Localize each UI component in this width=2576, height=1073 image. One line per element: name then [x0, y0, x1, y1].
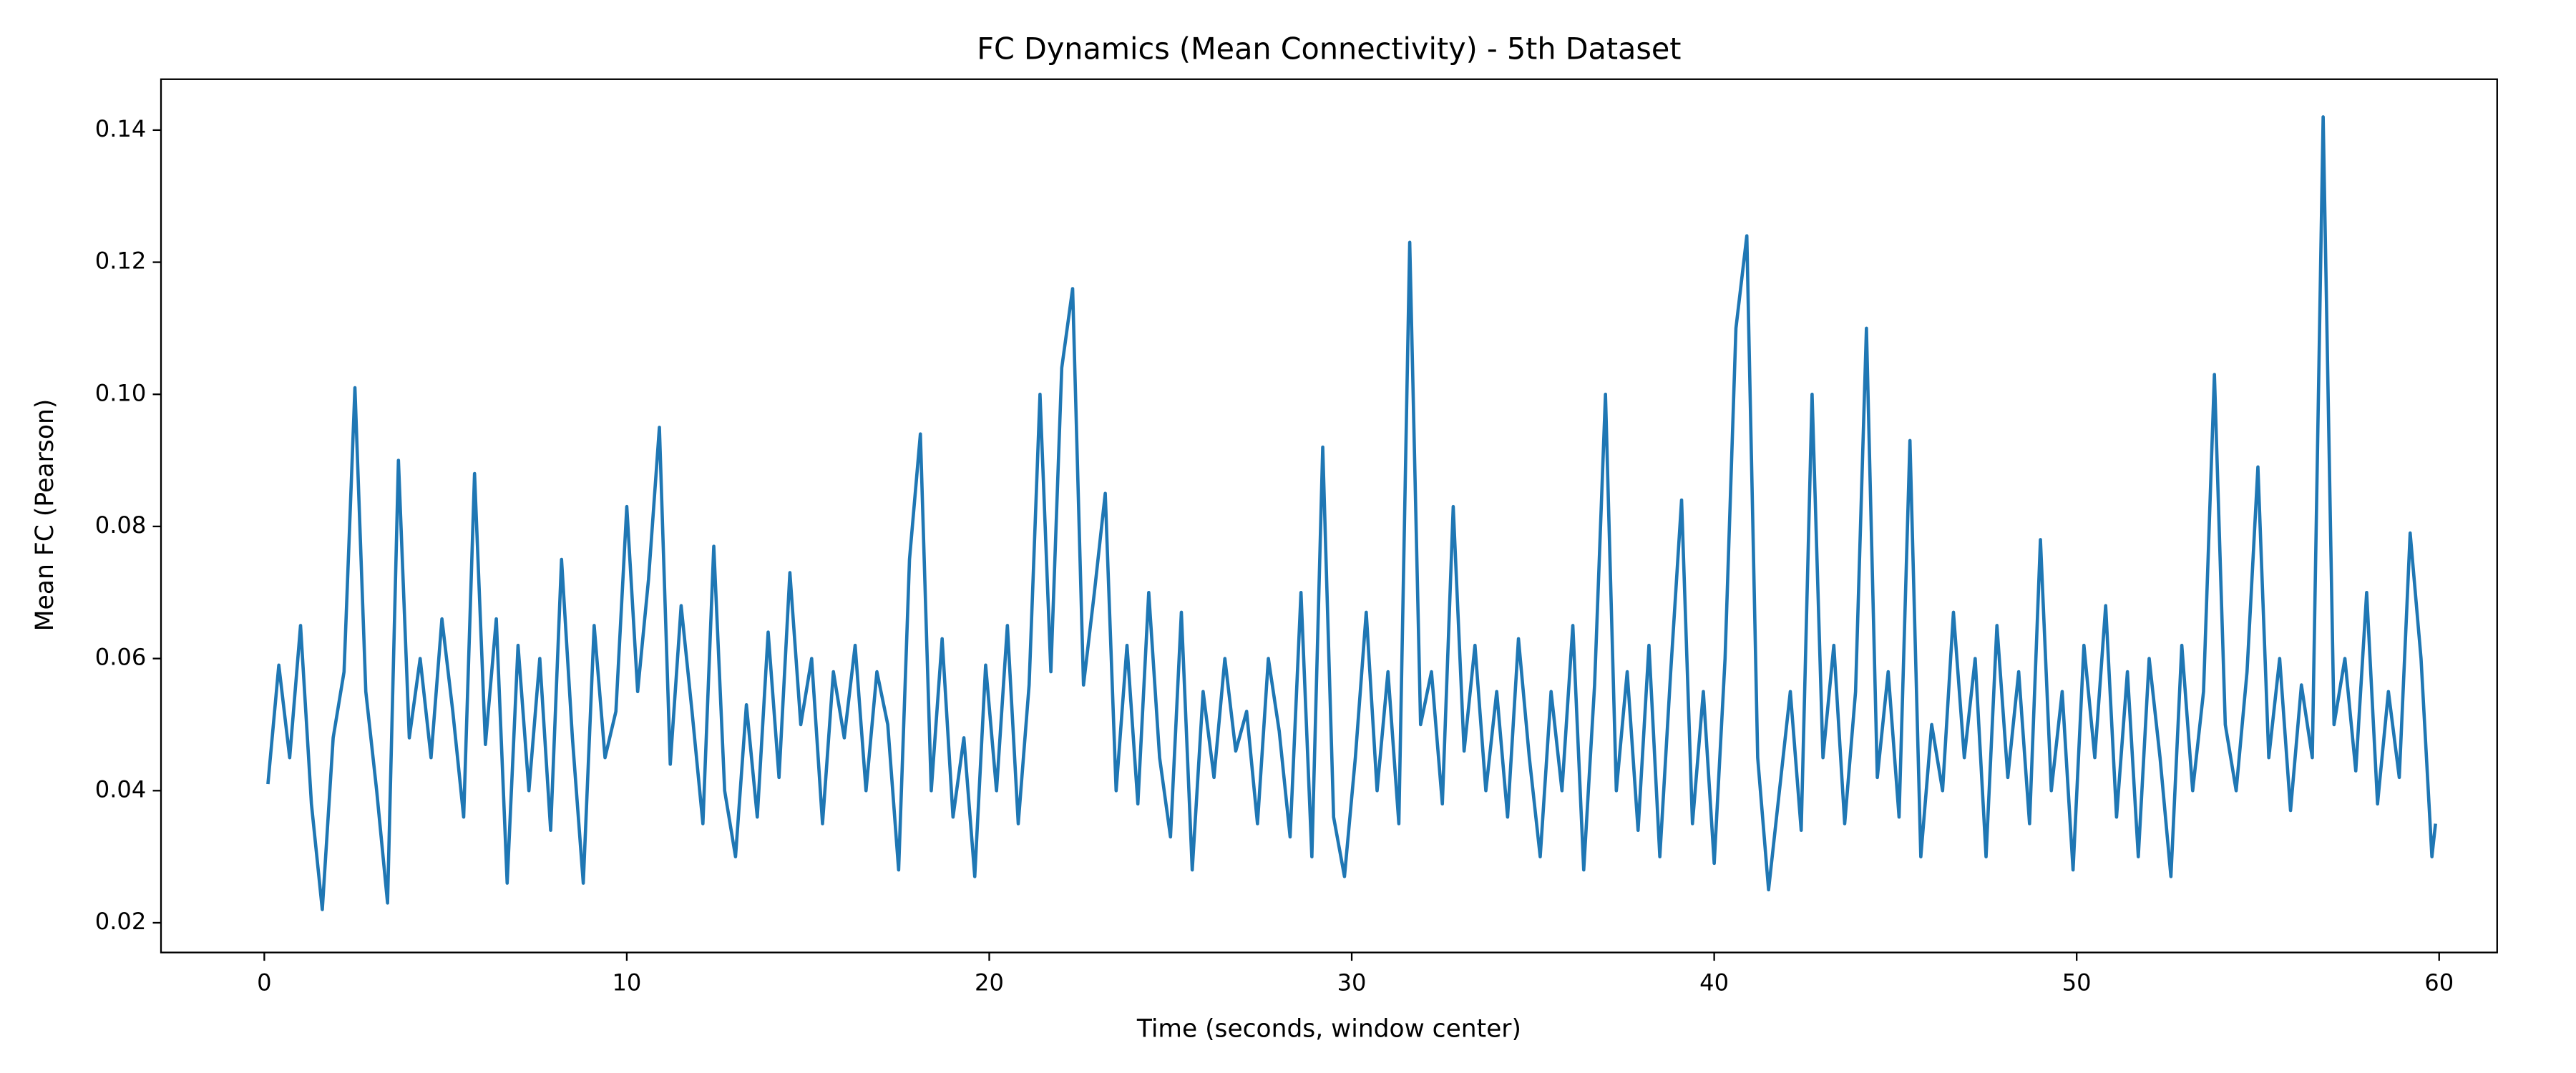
x-tick-label: 20 — [975, 969, 1004, 996]
x-tick-label: 50 — [2062, 969, 2092, 996]
y-tick-label: 0.14 — [95, 115, 147, 142]
plot-frame — [160, 78, 2498, 954]
y-tick-label: 0.08 — [95, 511, 147, 539]
y-axis-label: Mean FC (Pearson) — [31, 399, 59, 632]
x-tick-label: 30 — [1337, 969, 1367, 996]
x-axis-label: Time (seconds, window center) — [1136, 1014, 1521, 1043]
y-tick-label: 0.06 — [95, 644, 147, 671]
x-tick-label: 40 — [1699, 969, 1729, 996]
y-tick-label: 0.04 — [95, 775, 147, 803]
y-tick-label: 0.10 — [95, 379, 147, 406]
y-tick-label: 0.12 — [95, 248, 147, 275]
x-tick-label: 10 — [612, 969, 641, 996]
x-tick-label: 0 — [257, 969, 271, 996]
chart-title: FC Dynamics (Mean Connectivity) - 5th Da… — [977, 31, 1681, 66]
y-tick-label: 0.02 — [95, 908, 147, 935]
x-tick-label: 60 — [2424, 969, 2454, 996]
data-line — [266, 115, 2437, 911]
